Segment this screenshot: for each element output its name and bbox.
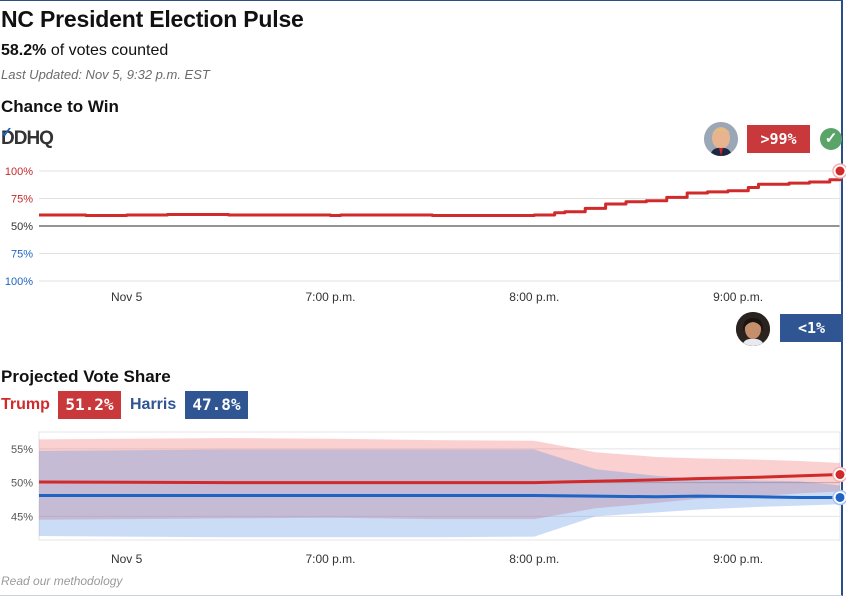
chance-to-win-chart: 100% 75% 50% 75% 100% Nov 5 7:00 p.m. 8:00 p.m.… xyxy=(5,163,846,304)
y-tick-label: 100% xyxy=(5,166,33,178)
last-updated: Last Updated: Nov 5, 9:32 p.m. EST xyxy=(1,67,210,82)
counted-percent: 58.2% xyxy=(1,42,47,59)
chance-to-win-heading: Chance to Win xyxy=(1,97,119,116)
harris-portrait-icon xyxy=(736,312,770,346)
harris-share-line-endpoint xyxy=(835,492,845,502)
trump-name-label: Trump xyxy=(1,396,50,413)
y-tick-label: 100% xyxy=(5,276,33,288)
page-title: NC President Election Pulse xyxy=(1,6,304,32)
winner-check-icon: ✓ xyxy=(820,128,842,150)
ddhq-logo-text: DDHQ xyxy=(1,128,54,149)
trump-portrait-icon xyxy=(704,122,738,156)
x-tick-label: 8:00 p.m. xyxy=(509,290,559,304)
trump-share-line-endpoint xyxy=(835,470,845,480)
x-tick-label: 7:00 p.m. xyxy=(305,290,355,304)
y-tick-label: 45% xyxy=(11,511,33,523)
harris-name-label: Harris xyxy=(130,396,177,413)
checkmark-icon: ✓ xyxy=(1,124,13,140)
x-tick-label: 9:00 p.m. xyxy=(713,290,763,304)
ddhq-logo: ✓ DDHQ xyxy=(1,124,54,150)
vote-share-heading: Projected Vote Share xyxy=(1,367,171,386)
x-tick-label: Nov 5 xyxy=(111,290,143,304)
x-tick-label: Nov 5 xyxy=(111,552,143,566)
y-tick-label: 50% xyxy=(11,478,33,490)
trump-chance-badge: >99% xyxy=(747,125,810,153)
trump-share-badge: 51.2% xyxy=(58,391,121,419)
y-tick-label: 75% xyxy=(11,249,33,261)
trump-chance-endpoint xyxy=(835,166,845,176)
trump-share-line xyxy=(38,473,841,485)
x-tick-label: 7:00 p.m. xyxy=(305,552,355,566)
methodology-link[interactable]: Read our methodology xyxy=(1,574,123,588)
trump-uncertainty-band xyxy=(39,438,840,520)
votes-counted: 58.2% of votes counted xyxy=(1,42,168,60)
plot-border xyxy=(38,431,841,541)
harris-share-badge: 47.8% xyxy=(185,391,248,419)
counted-suffix: of votes counted xyxy=(50,42,169,59)
harris-chance-badge: <1% xyxy=(780,314,843,342)
trump-chance-line xyxy=(39,171,842,218)
harris-uncertainty-band xyxy=(39,449,840,538)
y-tick-label: 75% xyxy=(11,194,33,206)
x-tick-label: 9:00 p.m. xyxy=(713,552,763,566)
x-tick-label: 8:00 p.m. xyxy=(509,552,559,566)
trump-avatar xyxy=(704,122,738,156)
y-tick-label: 50% xyxy=(11,221,33,233)
harris-avatar xyxy=(736,312,770,346)
y-tick-label: 55% xyxy=(11,444,33,456)
harris-share-line xyxy=(39,493,840,499)
